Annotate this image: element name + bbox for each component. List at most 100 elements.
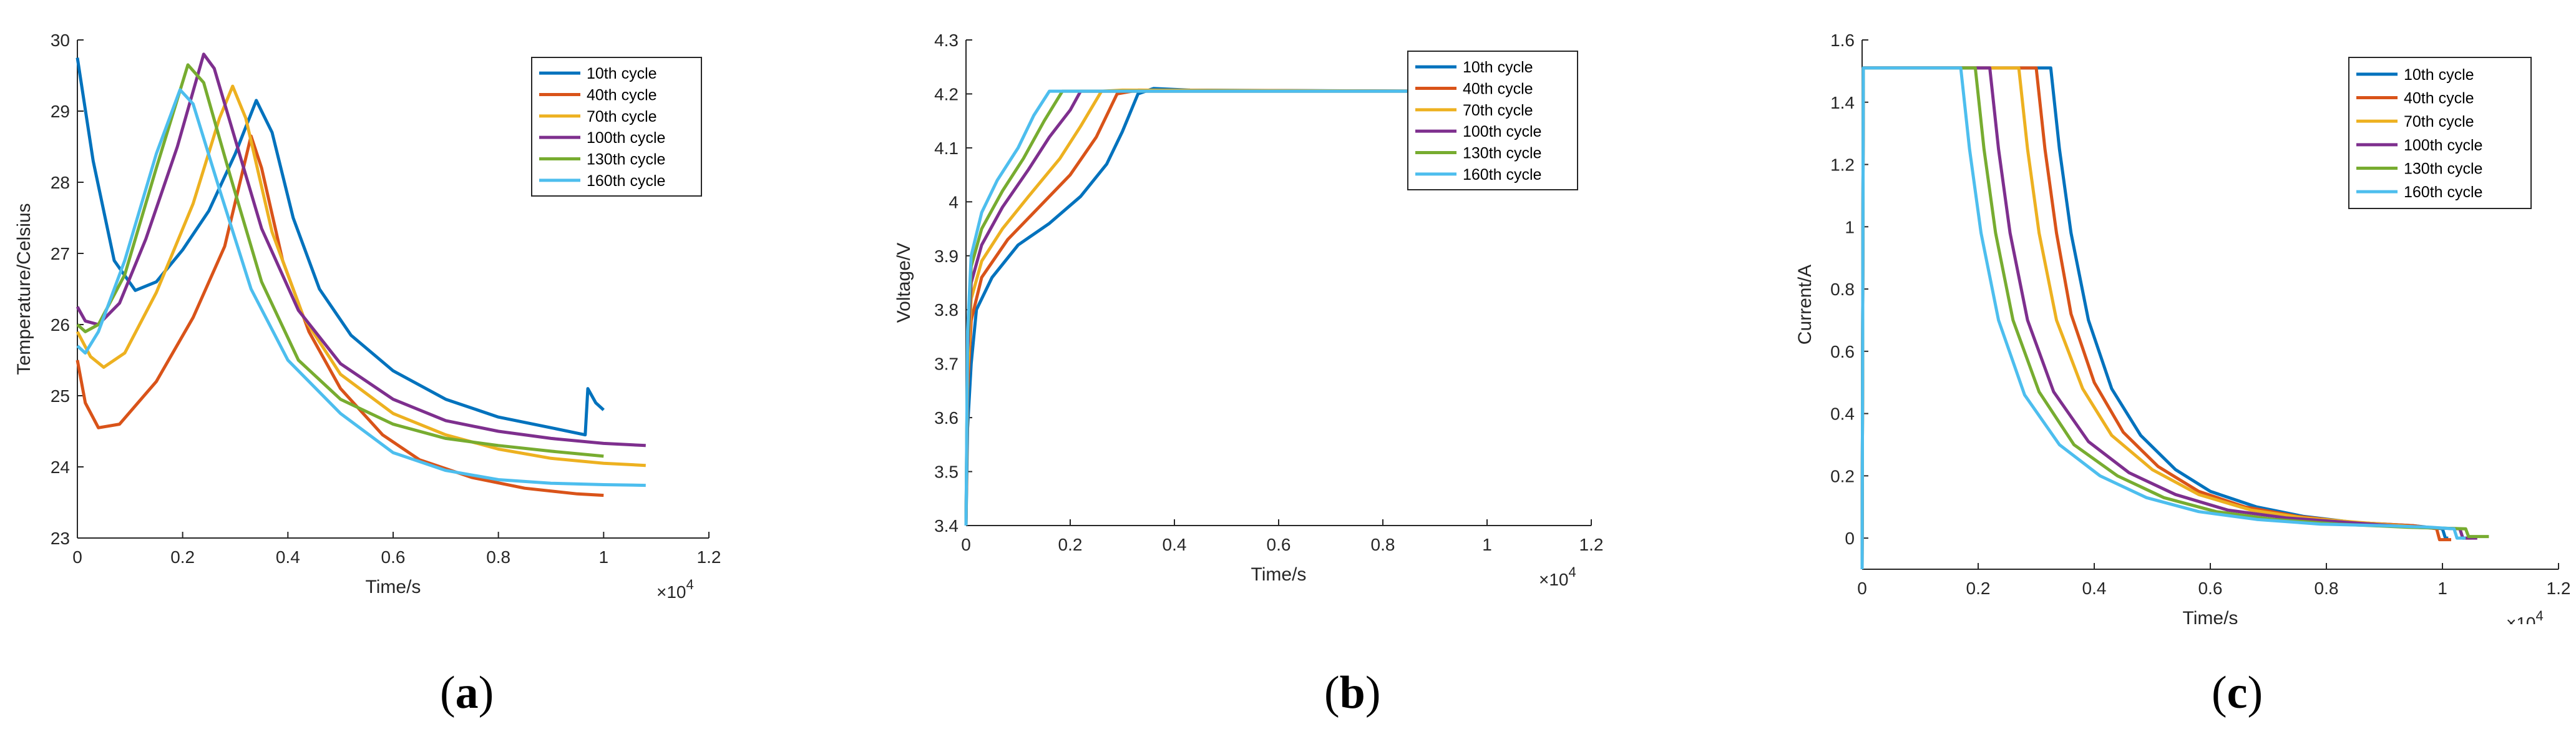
- y-tick-label: 4: [949, 192, 959, 212]
- series-line-100th: [76, 52, 646, 448]
- y-tick-label: 28: [51, 173, 70, 192]
- panel-label-b: (b): [1324, 667, 1380, 720]
- legend-entry-10th: 10th cycle: [587, 65, 657, 82]
- y-tick-label: 0.4: [1830, 404, 1855, 424]
- y-tick-label: 0: [1845, 529, 1855, 548]
- x-tick-label: 0.6: [2198, 579, 2223, 598]
- panel-label-b-close: ): [1365, 667, 1381, 718]
- x-tick-label: 0.2: [1966, 579, 1991, 598]
- x-exponent-power: 4: [2536, 608, 2544, 624]
- series-line-10th: [964, 87, 1435, 526]
- x-exponent-power: 4: [1569, 564, 1576, 580]
- legend-entry-100th: 100th cycle: [587, 129, 665, 147]
- y-tick-label: 3.9: [934, 247, 959, 266]
- legend-entry-40th: 40th cycle: [1463, 81, 1533, 98]
- x-exponent-base: ×10: [2506, 614, 2536, 624]
- legend: 10th cycle 40th cycle 70th cycle 100th cycl…: [1407, 51, 1578, 190]
- x-tick-label: 1: [1482, 535, 1492, 554]
- x-tick-label: 0.4: [1163, 535, 1187, 554]
- legend: 10th cycle 40th cycle 70th cycle 100th cycl…: [531, 57, 702, 197]
- legend-entry-100th: 100th cycle: [2404, 137, 2482, 154]
- x-tick-label: 0.6: [1267, 535, 1291, 554]
- voltage-chart: 0 0.2 0.4 0.6 0.8 1 1.2 3.4 3.5 3.6 3.7 3.8 3.9 4 4.1 4…: [894, 31, 1604, 589]
- y-tick-label: 4.2: [934, 84, 959, 104]
- y-tick-label: 3.4: [934, 516, 959, 536]
- legend-entry-10th: 10th cycle: [1463, 59, 1533, 76]
- y-tick-label: 1: [1845, 217, 1855, 237]
- series-line-70th: [76, 84, 646, 467]
- y-tick-label: 25: [51, 386, 70, 406]
- panel-label-a: (a): [440, 667, 494, 720]
- x-tick-label: 0.2: [170, 547, 195, 567]
- y-tick-label: 0.8: [1830, 280, 1855, 299]
- y-tick-label: 4.1: [934, 139, 959, 158]
- x-exponent-power: 4: [686, 577, 694, 592]
- x-tick-label: 0.8: [2315, 579, 2339, 598]
- y-tick-label: 3.8: [934, 300, 959, 320]
- x-exponent-label: ×104: [656, 577, 694, 602]
- legend-entry-40th: 40th cycle: [2404, 90, 2474, 107]
- x-tick-label: 1: [599, 547, 609, 567]
- y-tick-label: 27: [51, 244, 70, 263]
- y-tick-label: 3.6: [934, 408, 959, 428]
- y-tick-label: 29: [51, 102, 70, 121]
- y-axis-label: Voltage/V: [894, 243, 914, 323]
- legend-box: [2348, 57, 2532, 209]
- x-tick-label: 0.4: [276, 547, 300, 567]
- legend-entry-70th: 70th cycle: [1463, 102, 1533, 119]
- y-tick-label: 0.2: [1830, 466, 1855, 486]
- legend-entry-130th: 130th cycle: [587, 151, 665, 169]
- y-tick-label: 3.5: [934, 463, 959, 482]
- series-line-160th: [1860, 66, 2466, 570]
- panel-label-a-letter: a: [455, 667, 479, 718]
- legend-entry-160th: 160th cycle: [587, 172, 665, 190]
- legend-entry-70th: 70th cycle: [587, 108, 657, 125]
- legend-entry-40th: 40th cycle: [587, 87, 657, 104]
- series-line-160th: [964, 89, 1435, 526]
- x-tick-label: 0: [961, 535, 971, 554]
- y-tick-label: 4.3: [934, 31, 959, 50]
- y-tick-label: 3.7: [934, 355, 959, 374]
- legend-entry-70th: 70th cycle: [2404, 113, 2474, 130]
- series-line-40th: [76, 134, 604, 497]
- series-line-100th: [964, 89, 1435, 526]
- x-tick-label: 1.2: [697, 547, 721, 567]
- x-tick-label: 1.2: [1579, 535, 1604, 554]
- y-tick-label: 1.2: [1830, 155, 1855, 175]
- y-tick-label: 30: [51, 31, 70, 50]
- x-tick-label: 1.2: [2547, 579, 2571, 598]
- legend-entry-10th: 10th cycle: [2404, 66, 2474, 84]
- legend-entry-160th: 160th cycle: [2404, 184, 2482, 201]
- x-tick-label: 0: [72, 547, 82, 567]
- y-tick-label: 23: [51, 529, 70, 548]
- current-chart: 0 0.2 0.4 0.6 0.8 1 1.2 0 0.2 0.4 0.6 0.8 1 1.2 1.4 1.6…: [1795, 31, 2571, 624]
- x-exponent-base: ×10: [1539, 570, 1569, 589]
- panel-label-a-close: ): [478, 667, 494, 718]
- legend: 10th cycle 40th cycle 70th cycle 100th cycl…: [2348, 57, 2532, 209]
- temperature-chart: 0 0.2 0.4 0.6 0.8 1 1.2 23 24 25 26 27 28 29 30 Time/s T…: [14, 31, 721, 602]
- x-tick-label: 1: [2437, 579, 2447, 598]
- x-axis-label: Time/s: [366, 577, 421, 597]
- x-exponent-base: ×10: [656, 582, 686, 602]
- series-line-10th: [76, 57, 605, 437]
- legend-entry-100th: 100th cycle: [1463, 123, 1541, 140]
- panel-label-c-open: (: [2212, 667, 2227, 718]
- legend-box: [531, 57, 702, 197]
- x-tick-label: 0.6: [381, 547, 406, 567]
- x-axis-label: Time/s: [1251, 564, 1307, 585]
- x-tick-label: 0.8: [486, 547, 510, 567]
- y-tick-label: 1.6: [1830, 31, 1855, 50]
- legend-entry-160th: 160th cycle: [1463, 166, 1541, 184]
- y-tick-label: 0.6: [1830, 342, 1855, 361]
- legend-entry-130th: 130th cycle: [2404, 160, 2482, 178]
- x-tick-label: 0: [1857, 579, 1867, 598]
- panel-label-c-letter: c: [2227, 667, 2248, 718]
- legend-box: [1407, 51, 1578, 190]
- x-tick-label: 0.4: [2082, 579, 2107, 598]
- x-tick-label: 0.2: [1058, 535, 1083, 554]
- panel-label-c: (c): [2212, 667, 2263, 720]
- y-axis-label: Current/A: [1795, 265, 1815, 345]
- series-line-130th: [76, 63, 604, 458]
- panel-label-c-close: ): [2247, 667, 2263, 718]
- y-tick-label: 1.4: [1830, 93, 1855, 112]
